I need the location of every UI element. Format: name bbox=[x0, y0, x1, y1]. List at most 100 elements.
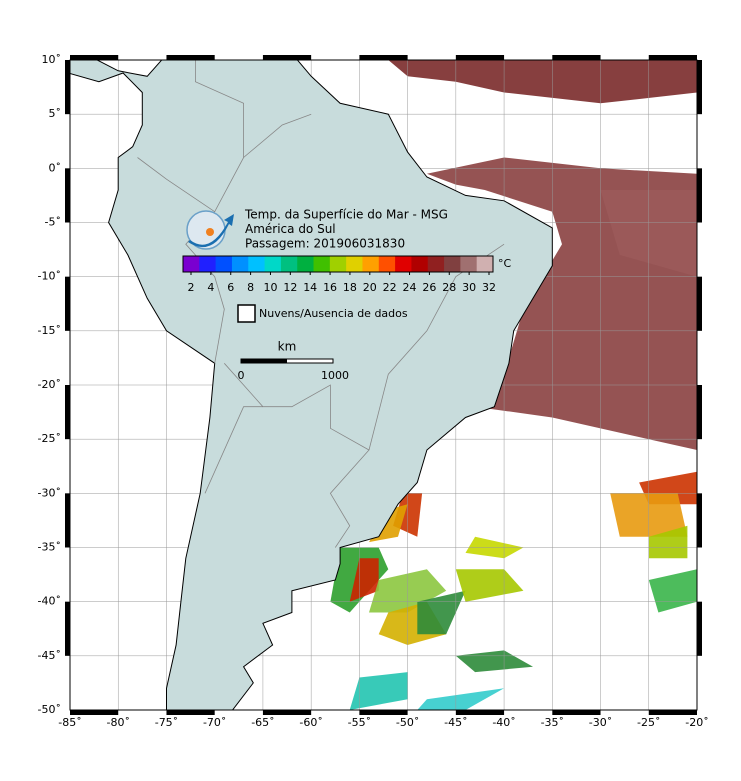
colorbar-cell bbox=[183, 256, 200, 272]
colorbar-frame bbox=[182, 255, 494, 273]
header-line: América do Sul bbox=[245, 222, 336, 236]
frame-bar bbox=[70, 710, 119, 715]
border-line bbox=[204, 406, 263, 494]
sst-patch bbox=[349, 672, 408, 710]
colorbar-cell bbox=[313, 256, 331, 272]
lon-label: -50˚ bbox=[396, 716, 419, 729]
legend-swatch bbox=[237, 304, 256, 323]
scale-unit: km bbox=[278, 340, 297, 354]
colorbar-cell bbox=[280, 256, 298, 272]
colorbar-cell bbox=[199, 256, 217, 272]
colorbar-label: 2 bbox=[188, 281, 195, 294]
lat-label: -25˚ bbox=[38, 432, 61, 445]
lon-label: -70˚ bbox=[203, 716, 226, 729]
colorbar-cell bbox=[248, 256, 266, 272]
colorbar-label: 30 bbox=[462, 281, 476, 294]
lat-label: -40˚ bbox=[38, 595, 61, 608]
frame-bar bbox=[70, 55, 119, 60]
lon-label: -45˚ bbox=[444, 716, 467, 729]
frame-bar bbox=[166, 710, 215, 715]
colorbar-cell bbox=[297, 256, 315, 272]
frame-bar bbox=[697, 385, 702, 440]
colorbar-cell bbox=[329, 256, 347, 272]
logo-dot bbox=[206, 228, 214, 236]
frame-bar bbox=[359, 55, 408, 60]
lat-label: -20˚ bbox=[38, 378, 61, 391]
frame-bar bbox=[65, 601, 70, 656]
lon-label: -60˚ bbox=[299, 716, 322, 729]
colorbar-label: 24 bbox=[403, 281, 417, 294]
sst-patch bbox=[417, 688, 505, 710]
border-line bbox=[195, 60, 244, 158]
lat-label: -5˚ bbox=[45, 216, 61, 229]
colorbar-label: 20 bbox=[363, 281, 377, 294]
colorbar-cell bbox=[411, 256, 429, 272]
colorbar-label: 16 bbox=[323, 281, 337, 294]
frame-bar bbox=[648, 55, 697, 60]
lon-label: -75˚ bbox=[155, 716, 178, 729]
colorbar-label: 26 bbox=[422, 281, 436, 294]
frame-bar bbox=[552, 710, 601, 715]
colorbar-cell bbox=[362, 256, 380, 272]
scale-start: 0 bbox=[238, 369, 245, 382]
colorbar-label: 22 bbox=[383, 281, 397, 294]
lon-label: -85˚ bbox=[58, 716, 81, 729]
border-line bbox=[224, 363, 370, 548]
legend-label: Nuvens/Ausencia de dados bbox=[259, 307, 408, 320]
lat-label: -15˚ bbox=[38, 324, 61, 337]
frame-bar bbox=[455, 55, 505, 60]
colorbar-unit: °C bbox=[498, 257, 512, 270]
sst-patch bbox=[388, 60, 697, 104]
header-line: Passagem: 201906031830 bbox=[245, 237, 405, 251]
logo-arrow bbox=[188, 214, 234, 248]
frame-bar bbox=[455, 710, 505, 715]
colorbar-cell bbox=[215, 256, 233, 272]
scale-bar-half bbox=[241, 359, 287, 363]
colorbar-cell bbox=[264, 256, 282, 272]
frame-bar bbox=[65, 493, 70, 548]
frame-bar bbox=[65, 385, 70, 440]
frame-bar bbox=[65, 168, 70, 223]
colorbar-label: 32 bbox=[482, 281, 496, 294]
frame-bar bbox=[697, 276, 702, 331]
sst-patch bbox=[648, 525, 688, 559]
colorbar-label: 12 bbox=[283, 281, 297, 294]
colorbar-cell bbox=[460, 256, 478, 272]
lat-label: 0˚ bbox=[49, 161, 62, 174]
colorbar-label: 8 bbox=[247, 281, 254, 294]
sst-patch bbox=[349, 558, 379, 602]
lat-label: -30˚ bbox=[38, 486, 61, 499]
frame-bar bbox=[697, 60, 702, 115]
colorbar-label: 14 bbox=[303, 281, 317, 294]
sst-patch bbox=[455, 569, 524, 602]
colorbar-cell bbox=[476, 256, 494, 272]
frame-bar bbox=[359, 710, 408, 715]
frame-bar bbox=[552, 55, 601, 60]
frame-bar bbox=[648, 710, 697, 715]
lat-label: -35˚ bbox=[38, 541, 61, 554]
lat-label: -50˚ bbox=[38, 703, 61, 716]
colorbar-label: 6 bbox=[227, 281, 234, 294]
frame-bar bbox=[65, 276, 70, 331]
colorbar-cell bbox=[395, 256, 412, 272]
colorbar-label: 28 bbox=[442, 281, 456, 294]
lon-label: -55˚ bbox=[348, 716, 371, 729]
lon-label: -40˚ bbox=[492, 716, 515, 729]
border-line bbox=[137, 157, 215, 213]
colorbar-label: 18 bbox=[343, 281, 357, 294]
lat-label: -10˚ bbox=[38, 270, 61, 283]
frame-bar bbox=[65, 60, 70, 115]
frame-bar bbox=[697, 601, 702, 656]
colorbar-cell bbox=[378, 256, 396, 272]
colorbar-label: 10 bbox=[263, 281, 277, 294]
frame-bar bbox=[697, 493, 702, 548]
frame-bar bbox=[262, 55, 312, 60]
lon-label: -25˚ bbox=[637, 716, 660, 729]
lat-label: -45˚ bbox=[38, 649, 61, 662]
lon-label: -65˚ bbox=[251, 716, 274, 729]
scale-end: 1000 bbox=[321, 369, 349, 382]
frame-bar bbox=[697, 168, 702, 223]
lat-label: 10˚ bbox=[42, 53, 62, 66]
colorbar-label: 4 bbox=[207, 281, 214, 294]
